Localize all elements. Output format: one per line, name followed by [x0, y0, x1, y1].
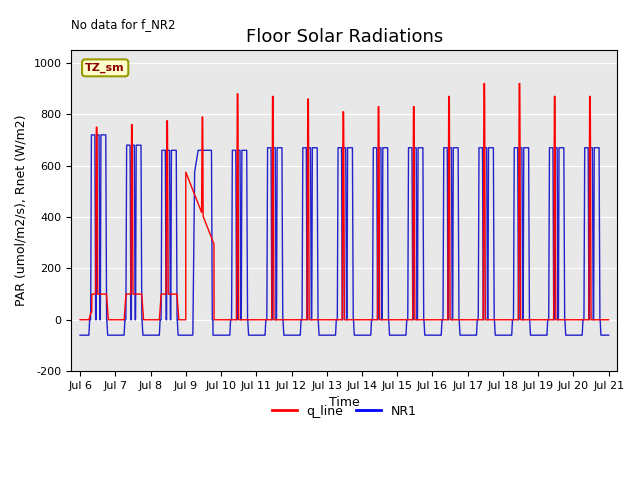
q_line [556, 317, 564, 323]
X-axis label: Time: Time [329, 396, 360, 409]
Text: TZ_sm: TZ_sm [85, 63, 125, 73]
q_line [407, 317, 415, 323]
NR1 [140, 332, 147, 338]
NR1 [88, 132, 95, 138]
NR1 [76, 332, 84, 338]
NR1 [577, 332, 584, 338]
q_line [76, 317, 84, 323]
Y-axis label: PAR (umol/m2/s), Rnet (W/m2): PAR (umol/m2/s), Rnet (W/m2) [15, 115, 28, 306]
Text: No data for f_NR2: No data for f_NR2 [71, 18, 176, 31]
NR1 [554, 189, 561, 195]
NR1 [407, 145, 415, 151]
Legend: q_line, NR1: q_line, NR1 [267, 400, 422, 423]
Title: Floor Solar Radiations: Floor Solar Radiations [246, 28, 443, 46]
q_line [480, 81, 488, 86]
NR1 [556, 145, 564, 151]
q_line [140, 315, 147, 321]
q_line [278, 317, 286, 323]
Line: NR1: NR1 [80, 135, 609, 335]
NR1 [605, 332, 612, 338]
q_line [577, 317, 584, 323]
q_line [554, 317, 561, 323]
NR1 [279, 310, 287, 315]
Line: q_line: q_line [80, 84, 609, 320]
q_line [605, 317, 612, 323]
